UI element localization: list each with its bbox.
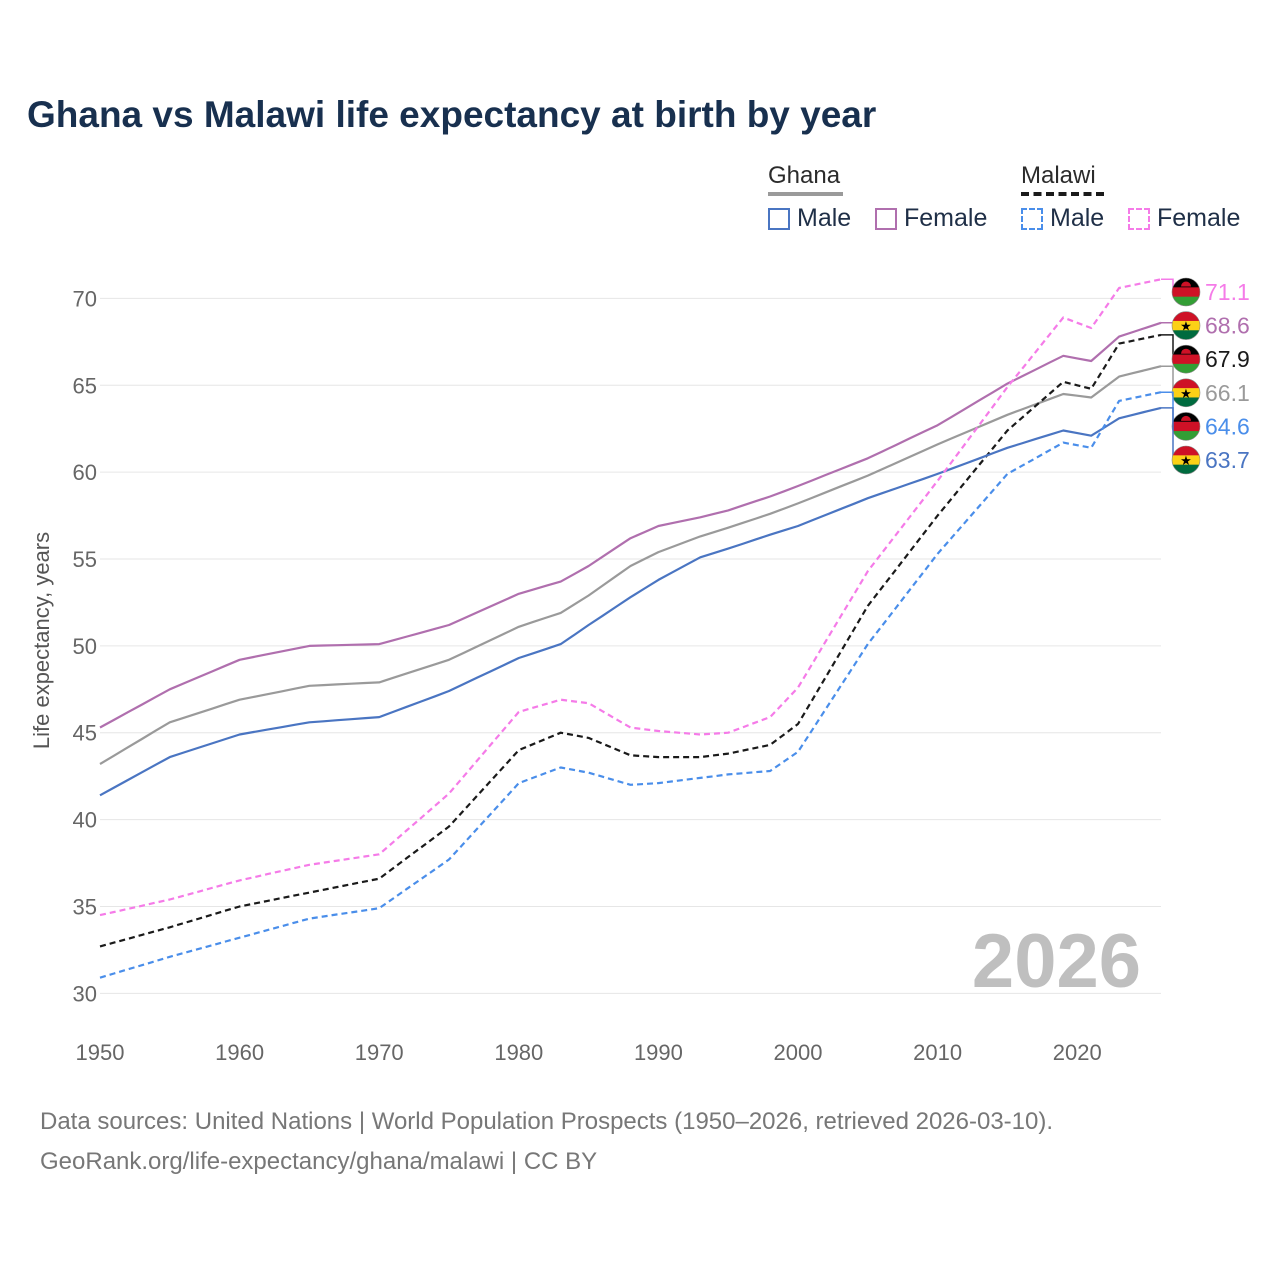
flag-ring	[1171, 445, 1201, 475]
y-tick-label-45: 45	[73, 721, 97, 746]
legend-malawi-total-line	[1021, 192, 1104, 196]
malawi-flag-icon	[1172, 412, 1200, 441]
series-line-ghana-female	[99, 321, 1162, 729]
ghana-flag-icon: ★	[1172, 311, 1200, 340]
label-connector-malawi-female	[1161, 278, 1174, 293]
label-connector-ghana-total	[1161, 365, 1174, 394]
svg-text:★: ★	[1180, 453, 1192, 468]
x-tick-label-2020: 2020	[1053, 1040, 1102, 1065]
legend-malawi-female-swatch	[1128, 207, 1150, 230]
legend-malawi-label: Malawi	[1021, 162, 1096, 189]
legend-malawi-title: Malawi	[1021, 162, 1104, 196]
y-tick-label-50: 50	[73, 634, 97, 659]
legend-ghana-male[interactable]: Male	[768, 204, 851, 233]
y-tick-label-70: 70	[73, 286, 97, 311]
y-tick-label-35: 35	[73, 894, 97, 919]
series-line-malawi-female	[99, 278, 1162, 917]
y-axis-title: Life expectancy, years	[29, 532, 54, 749]
flag-ring	[1171, 311, 1201, 340]
series-line-ghana-male	[99, 406, 1162, 797]
y-tick-label-55: 55	[73, 547, 97, 572]
legend-ghana-male-label: Male	[797, 204, 852, 232]
label-connector-malawi-male	[1161, 391, 1174, 428]
x-tick-label-1980: 1980	[494, 1040, 543, 1065]
legend-malawi-male-label: Male	[1050, 204, 1105, 232]
series-line-ghana-total	[99, 365, 1162, 765]
end-label-malawi-total: 67.9	[1205, 346, 1250, 372]
legend-ghana-label: Ghana	[768, 162, 841, 189]
footer-attribution: GeoRank.org/life-expectancy/ghana/malawi…	[40, 1148, 598, 1175]
end-label-malawi-female: 71.1	[1205, 279, 1250, 305]
chart-title: Ghana vs Malawi life expectancy at birth…	[27, 94, 877, 135]
legend-ghana-title: Ghana	[768, 162, 843, 196]
x-tick-label-1960: 1960	[215, 1040, 264, 1065]
legend-ghana-total-line	[768, 192, 843, 196]
x-tick-label-2000: 2000	[774, 1040, 823, 1065]
y-tick-label-60: 60	[73, 460, 97, 485]
flag-ring	[1171, 412, 1201, 441]
malawi-flag-icon	[1172, 345, 1200, 374]
legend-ghana-male-swatch	[768, 207, 790, 230]
legend-malawi-female-label: Female	[1157, 204, 1241, 232]
legend-ghana-female-swatch	[875, 207, 897, 230]
flag-ring	[1171, 277, 1201, 307]
footer-sources: Data sources: United Nations | World Pop…	[40, 1108, 1054, 1135]
label-connector-malawi-total	[1161, 334, 1174, 360]
series-line-malawi-total	[99, 333, 1162, 948]
legend-malawi-male-swatch	[1021, 207, 1043, 230]
flag-ring	[1171, 344, 1201, 374]
x-tick-label-1990: 1990	[634, 1040, 683, 1065]
x-tick-label-2010: 2010	[913, 1040, 962, 1065]
legend-ghana-female-label: Female	[904, 204, 988, 232]
malawi-flag-icon	[1172, 278, 1200, 306]
y-tick-label-40: 40	[73, 808, 97, 833]
x-tick-label-1950: 1950	[76, 1040, 125, 1065]
ghana-flag-icon: ★	[1172, 446, 1200, 474]
end-label-malawi-male: 64.6	[1205, 413, 1250, 439]
end-label-ghana-total: 66.1	[1205, 380, 1250, 406]
label-connector-ghana-female	[1161, 322, 1174, 327]
y-tick-label-30: 30	[73, 981, 97, 1006]
legend-malawi-female[interactable]: Female	[1128, 204, 1240, 233]
svg-text:★: ★	[1180, 386, 1192, 401]
svg-text:★: ★	[1180, 319, 1192, 334]
series-line-malawi-male	[99, 391, 1162, 979]
label-connector-ghana-male	[1161, 407, 1174, 461]
year-watermark: 2026	[972, 919, 1141, 1004]
y-tick-label-65: 65	[73, 373, 97, 398]
ghana-flag-icon: ★	[1172, 378, 1200, 407]
x-tick-label-1970: 1970	[355, 1040, 404, 1065]
end-label-ghana-female: 68.6	[1205, 313, 1250, 339]
end-label-ghana-male: 63.7	[1205, 447, 1250, 473]
legend-malawi-male[interactable]: Male	[1021, 204, 1104, 233]
legend-ghana-female[interactable]: Female	[875, 204, 987, 233]
